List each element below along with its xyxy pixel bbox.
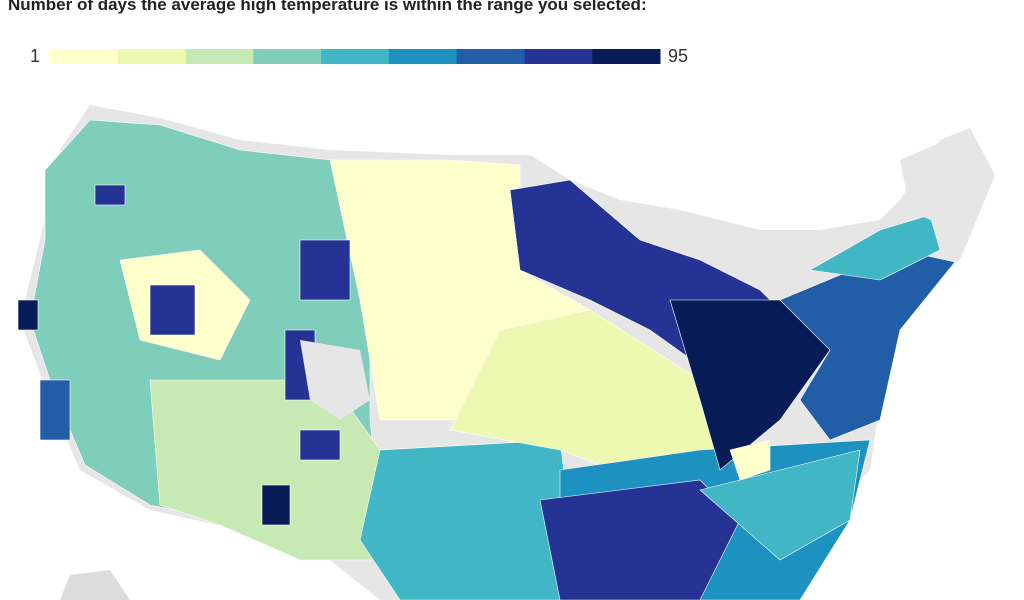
title: Number of days the average high temperat… [8,0,647,14]
legend-swatch [592,49,661,64]
legend-swatch [456,49,525,64]
region [299,239,351,301]
legend-swatch [524,49,593,64]
region [261,484,291,526]
legend-bar [50,49,661,64]
legend-max: 95 [668,46,688,66]
grey-area [900,130,995,230]
region [39,379,71,441]
region [149,284,196,336]
legend-swatch [117,49,187,64]
mexico-outline [60,570,130,600]
region [299,429,341,461]
region [699,449,861,561]
region [94,184,126,206]
grey-area [300,340,370,420]
legend-swatch [253,49,322,64]
region [17,299,39,331]
map [17,105,995,600]
legend-min: 1 [30,46,40,66]
region [729,439,771,481]
legend-swatch [388,49,458,64]
legend-swatch [50,49,119,64]
legend-swatch [185,49,254,64]
region [809,214,941,281]
region [539,479,741,600]
legend-swatch [321,49,390,64]
